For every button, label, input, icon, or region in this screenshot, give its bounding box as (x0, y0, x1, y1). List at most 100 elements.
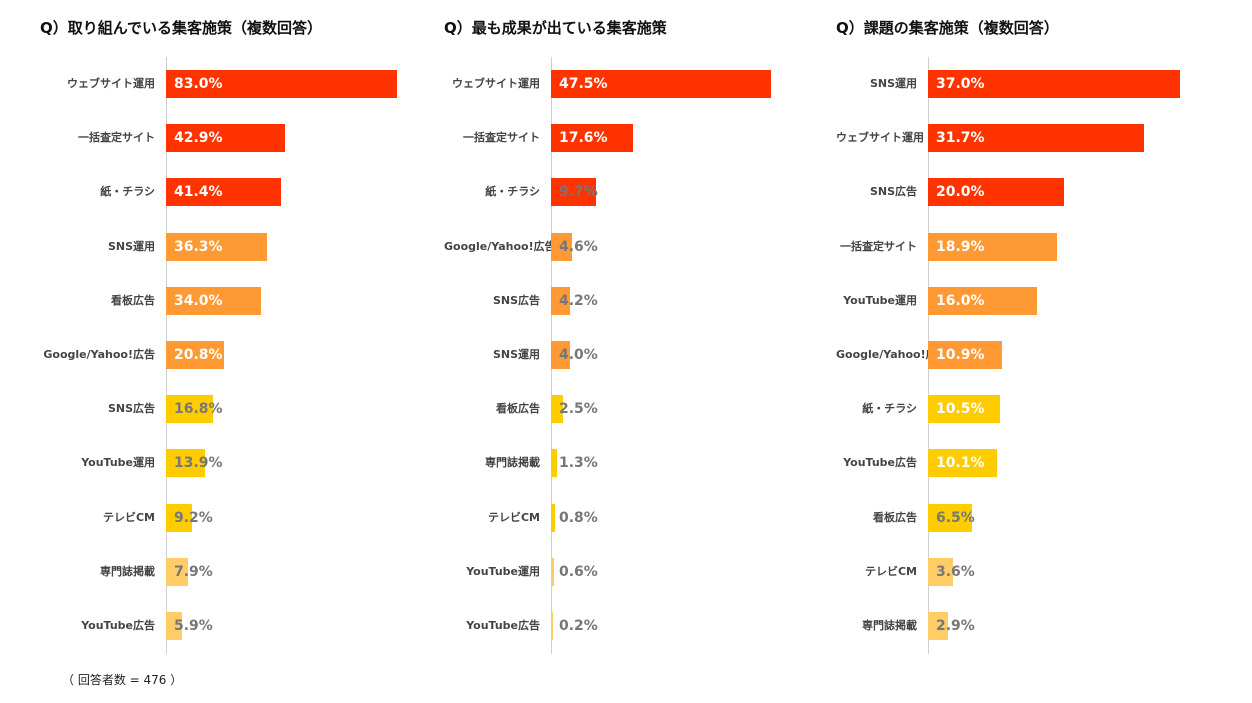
bar-row: Google/Yahoo!広告 20.8% (40, 341, 440, 369)
category-label: 紙・チラシ (862, 402, 917, 415)
bar-row: SNS運用 37.0% (836, 70, 1236, 98)
value-label: 5.9% (174, 618, 213, 634)
category-label: 専門誌掲載 (862, 619, 917, 632)
data-bar (928, 395, 1000, 423)
category-label: テレビCM (102, 511, 155, 524)
bar-row: Google/Yahoo!広告 10.9% (836, 341, 1236, 369)
data-bar (166, 504, 192, 532)
chart-title: Q）最も成果が出ている集客施策 (444, 19, 667, 37)
data-bar (551, 504, 555, 532)
data-bar (551, 449, 557, 477)
value-label: 42.9% (174, 130, 223, 146)
value-label: 4.2% (559, 293, 598, 309)
data-bar (928, 70, 1180, 98)
data-bar (166, 178, 282, 206)
value-label: 36.3% (174, 239, 223, 255)
value-label: 16.8% (174, 401, 223, 417)
data-bar (166, 233, 267, 261)
category-label: SNS運用 (869, 77, 917, 90)
category-label: 看板広告 (496, 402, 540, 415)
category-label: 専門誌掲載 (485, 456, 540, 469)
value-label: 10.9% (936, 347, 985, 363)
respondent-count-note: （ 回答者数 = 476 ） (62, 673, 183, 687)
bar-row: SNS広告 4.2% (444, 287, 844, 315)
value-label: 10.1% (936, 455, 985, 471)
bar-row: 紙・チラシ 10.5% (836, 395, 1236, 423)
bar-row: ウェブサイト運用 47.5% (444, 70, 844, 98)
bar-row: ウェブサイト運用 83.0% (40, 70, 440, 98)
bar-row: YouTube運用 16.0% (836, 287, 1236, 315)
chart-panel-3: Q）課題の集客施策（複数回答） SNS運用 37.0% ウェブサイト運用 31.7% SN… (836, 0, 1236, 670)
data-bar (166, 558, 188, 586)
value-label: 41.4% (174, 184, 223, 200)
data-bar (551, 395, 563, 423)
value-label: 31.7% (936, 130, 985, 146)
bar-row: YouTube広告 10.1% (836, 449, 1236, 477)
data-bar (928, 124, 1144, 152)
category-label: 一括査定サイト (463, 131, 540, 144)
bar-row: テレビCM 9.2% (40, 504, 440, 532)
category-label: 一括査定サイト (840, 240, 917, 253)
bar-row: SNS広告 16.8% (40, 395, 440, 423)
value-label: 83.0% (174, 76, 223, 92)
category-label: 一括査定サイト (78, 131, 155, 144)
category-label: YouTube広告 (466, 619, 540, 632)
chart-panel-1: Q）取り組んでいる集客施策（複数回答） ウェブサイト運用 83.0% 一括査定サイト 4… (40, 0, 440, 670)
value-label: 1.3% (559, 455, 598, 471)
bar-row: SNS運用 36.3% (40, 233, 440, 261)
value-label: 7.9% (174, 564, 213, 580)
category-label: YouTube広告 (81, 619, 155, 632)
data-bar (551, 287, 571, 315)
value-label: 34.0% (174, 293, 223, 309)
category-label: YouTube運用 (843, 294, 917, 307)
value-label: 2.9% (936, 618, 975, 634)
category-label: YouTube運用 (81, 456, 155, 469)
data-bar (551, 341, 570, 369)
bar-row: 紙・チラシ 9.7% (444, 178, 844, 206)
bar-row: YouTube広告 0.2% (444, 612, 844, 640)
bar-row: ウェブサイト運用 31.7% (836, 124, 1236, 152)
bar-row: 看板広告 34.0% (40, 287, 440, 315)
data-bar (928, 233, 1057, 261)
category-label: Google/Yahoo!広告 (444, 240, 556, 253)
data-bar (551, 612, 553, 640)
category-label: ウェブサイト運用 (452, 77, 540, 90)
category-label: SNS運用 (107, 240, 155, 253)
data-bar (928, 287, 1037, 315)
value-label: 47.5% (559, 76, 608, 92)
value-label: 6.5% (936, 510, 975, 526)
value-label: 9.7% (559, 184, 598, 200)
category-label: 看板広告 (873, 511, 917, 524)
data-bar (166, 70, 397, 98)
value-label: 17.6% (559, 130, 608, 146)
category-label: 専門誌掲載 (100, 565, 155, 578)
data-bar (551, 558, 554, 586)
bar-row: 専門誌掲載 2.9% (836, 612, 1236, 640)
category-label: YouTube運用 (466, 565, 540, 578)
data-bar (166, 124, 286, 152)
value-label: 0.8% (559, 510, 598, 526)
chart-title: Q）課題の集客施策（複数回答） (836, 19, 1059, 37)
value-label: 0.2% (559, 618, 598, 634)
bar-row: 一括査定サイト 42.9% (40, 124, 440, 152)
value-label: 2.5% (559, 401, 598, 417)
value-label: 10.5% (936, 401, 985, 417)
data-bar (166, 341, 224, 369)
data-bar (551, 70, 771, 98)
value-label: 16.0% (936, 293, 985, 309)
bar-row: YouTube運用 13.9% (40, 449, 440, 477)
value-label: 3.6% (936, 564, 975, 580)
bar-row: テレビCM 0.8% (444, 504, 844, 532)
value-label: 4.0% (559, 347, 598, 363)
data-bar (166, 449, 205, 477)
bar-row: SNS運用 4.0% (444, 341, 844, 369)
value-label: 0.6% (559, 564, 598, 580)
bar-row: 一括査定サイト 17.6% (444, 124, 844, 152)
value-label: 9.2% (174, 510, 213, 526)
data-bar (928, 504, 973, 532)
category-label: 看板広告 (111, 294, 155, 307)
category-label: テレビCM (487, 511, 540, 524)
value-label: 18.9% (936, 239, 985, 255)
bar-row: Google/Yahoo!広告 4.6% (444, 233, 844, 261)
category-label: SNS広告 (107, 402, 155, 415)
